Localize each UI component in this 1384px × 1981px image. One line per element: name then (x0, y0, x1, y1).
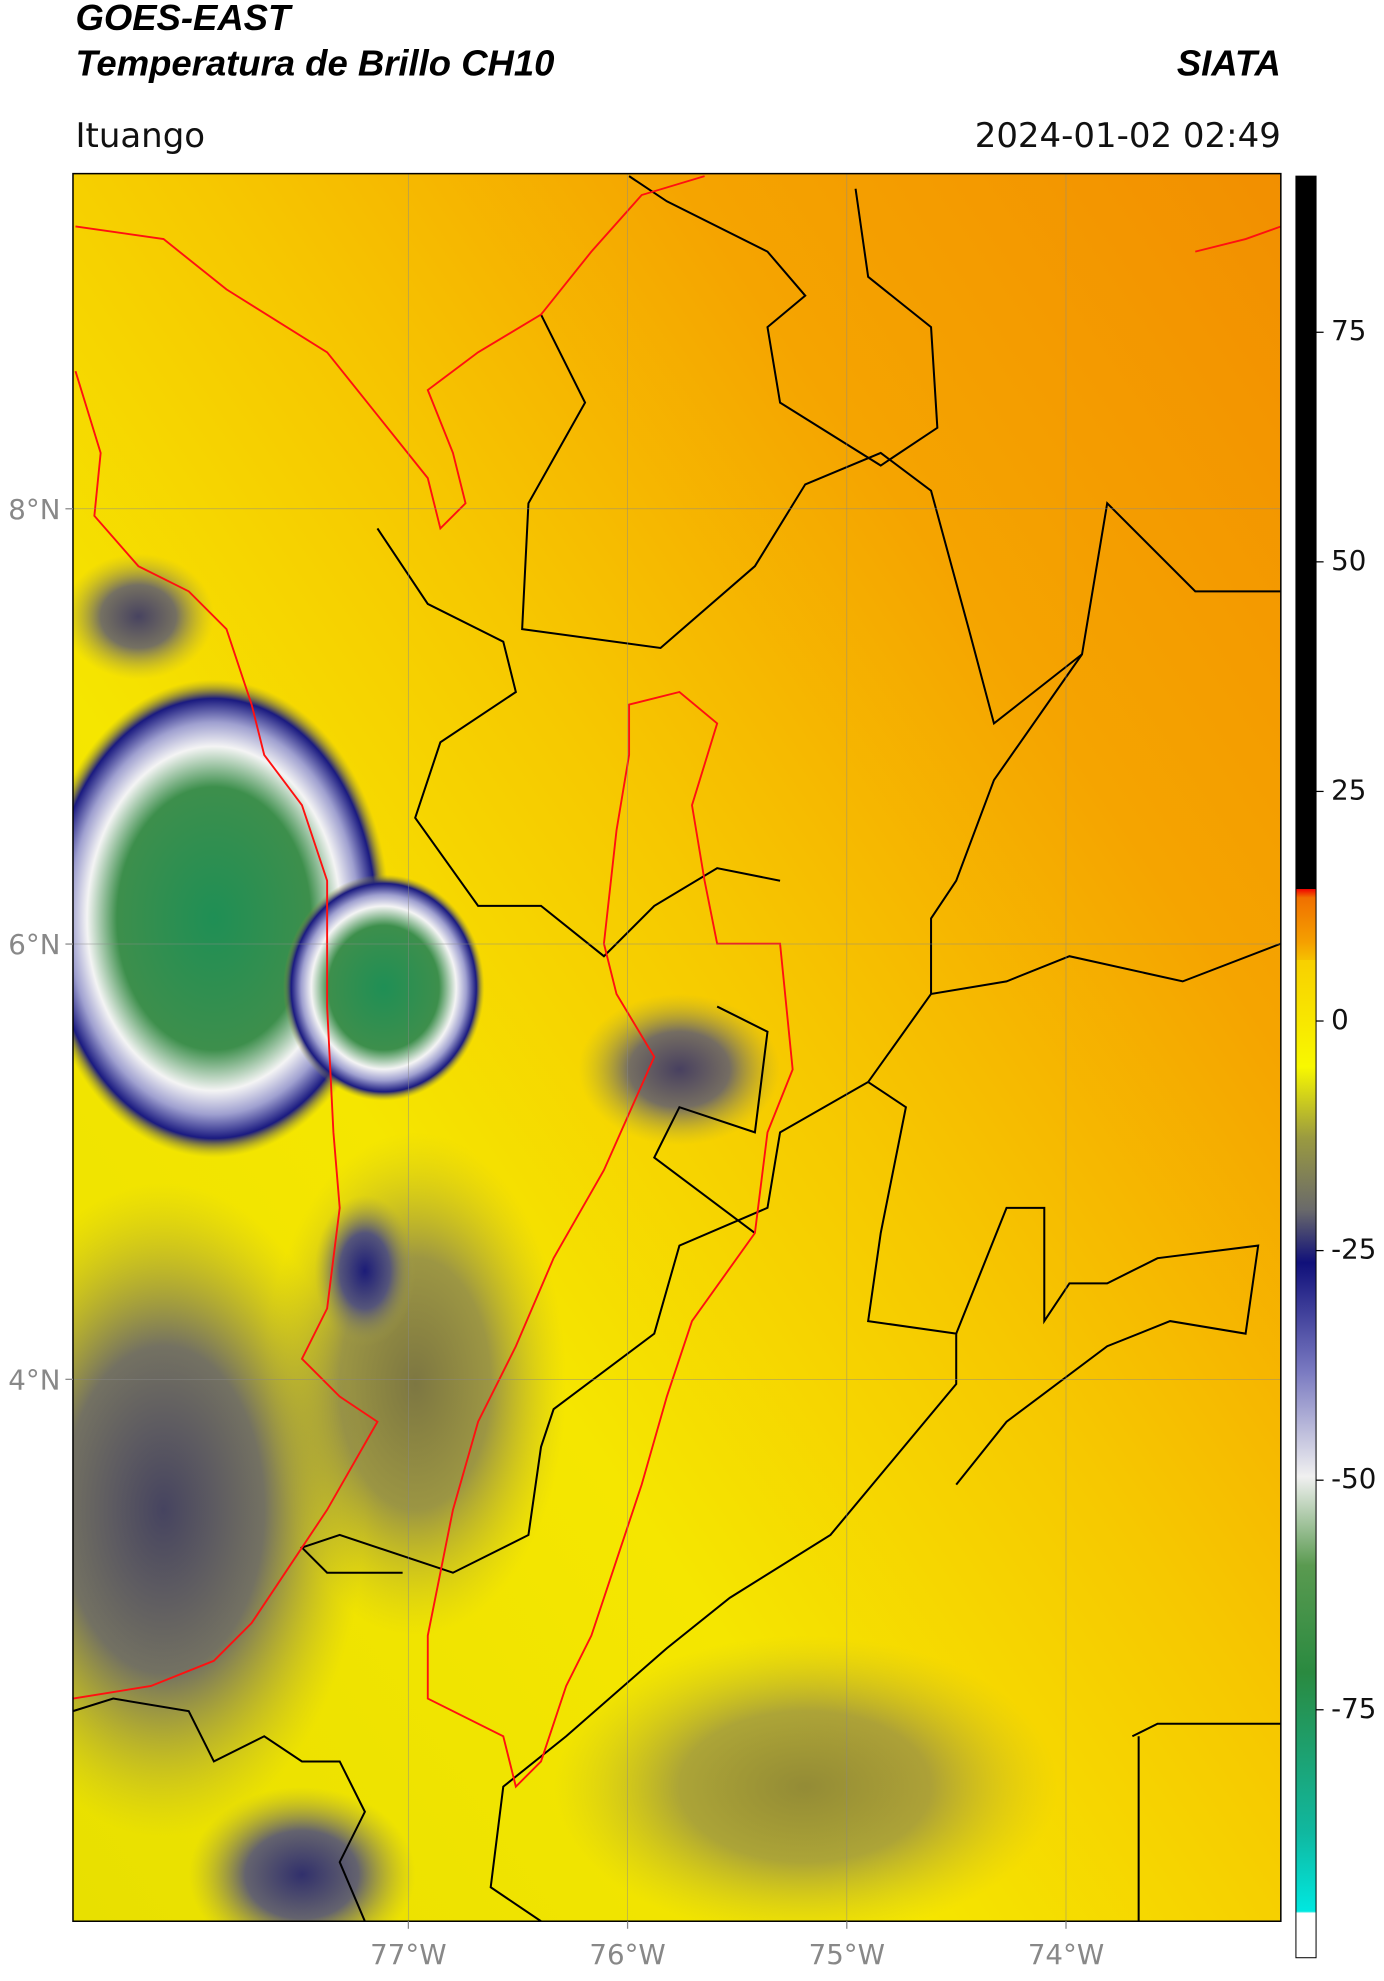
colorbar-label: 25 (1331, 773, 1366, 806)
map-image (72, 173, 1281, 1922)
x-tick-label: 75°W (809, 1938, 885, 1971)
grid (72, 173, 1281, 1922)
agency: SIATA (1177, 42, 1281, 83)
map-frame (72, 172, 1282, 1922)
colorbar-label: -50 (1331, 1462, 1376, 1495)
colorbar-label: 0 (1331, 1003, 1349, 1036)
datetime: 2024-01-02 02:49 (975, 116, 1281, 156)
x-tick-label: 76°W (589, 1938, 665, 1971)
colorbar-label: -75 (1331, 1692, 1376, 1725)
x-tick-label: 77°W (370, 1938, 446, 1971)
y-tick-label: 4°N (8, 1363, 60, 1396)
colorbar-label: -25 (1331, 1233, 1376, 1266)
colorbar (1295, 175, 1317, 1959)
location: Ituango (75, 116, 205, 156)
title-line2: Temperatura de Brillo CH10 (75, 42, 554, 83)
x-tick-label: 74°W (1028, 1938, 1104, 1971)
colorbar-label: 75 (1331, 314, 1366, 347)
y-tick-label: 8°N (8, 493, 60, 526)
y-tick-label: 6°N (8, 928, 60, 961)
title-line1: GOES-EAST (75, 0, 293, 38)
colorbar-label: 50 (1331, 544, 1366, 577)
